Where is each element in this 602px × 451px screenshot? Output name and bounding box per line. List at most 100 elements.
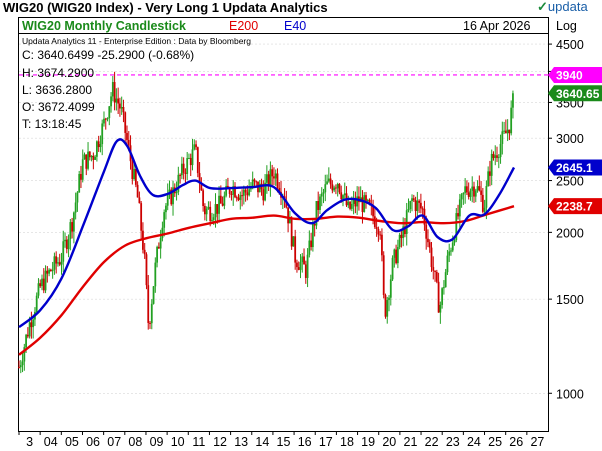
candle-body <box>269 169 272 187</box>
candle-body <box>149 322 151 324</box>
candle-body <box>179 174 182 176</box>
x-tick-label: 11 <box>192 435 205 449</box>
candle-body <box>44 270 47 291</box>
candle-body <box>487 171 490 187</box>
candle-body <box>361 197 364 212</box>
candle-body <box>163 212 166 228</box>
candle-body <box>464 186 467 193</box>
candle-body <box>480 190 482 195</box>
info-low: L: 3636.2800 <box>22 83 92 97</box>
candle-body <box>317 201 320 210</box>
x-tick-label: 25 <box>488 435 502 449</box>
candle-body <box>350 203 353 209</box>
candle-body <box>347 201 350 206</box>
candle-body <box>311 224 314 248</box>
candle-body <box>88 151 91 158</box>
candle-body <box>205 208 208 215</box>
value-tag: 3940 <box>548 66 602 83</box>
candle-body <box>80 173 82 180</box>
candle-body <box>510 107 513 134</box>
candle-body <box>103 118 105 124</box>
candle-body <box>294 236 297 263</box>
candle-body <box>395 249 397 264</box>
candle-body <box>99 144 102 148</box>
candle-body <box>497 157 500 159</box>
candle-body <box>508 129 511 134</box>
x-tick-label: 20 <box>382 435 396 449</box>
x-tick-label: 09 <box>150 435 164 449</box>
candle-body <box>150 303 153 324</box>
candle-body <box>458 199 461 217</box>
x-tick-label: 3 <box>26 435 33 449</box>
y-tick-label: 4500 <box>556 38 584 52</box>
candle-body <box>32 319 35 328</box>
candle-body <box>242 189 245 196</box>
candle-body <box>342 195 344 200</box>
scale-label: Log <box>556 19 577 33</box>
candle-body <box>170 189 173 205</box>
candle-body <box>442 287 445 289</box>
e200-line <box>18 205 515 356</box>
candle-body <box>106 118 109 120</box>
candle-body <box>381 234 383 256</box>
candle-body <box>389 279 392 298</box>
candle-body <box>271 169 274 177</box>
y-tick-label: 1500 <box>556 293 584 307</box>
candle-body <box>111 82 114 97</box>
candle-body <box>248 189 251 196</box>
candle-body <box>354 199 357 207</box>
candle-body <box>432 267 435 271</box>
candle-body <box>191 149 194 166</box>
candle-body <box>244 189 247 193</box>
info-close: C: 3640.6499 -25.2900 (-0.68%) <box>22 48 194 62</box>
candle-body <box>304 264 307 278</box>
candle-body <box>147 285 150 323</box>
candle-body <box>393 249 396 258</box>
candle-body <box>267 174 270 187</box>
candle-body <box>485 186 488 208</box>
candle-body <box>428 242 431 248</box>
candle-body <box>57 262 59 264</box>
candle-body <box>83 154 86 160</box>
candle-body <box>444 272 447 288</box>
candle-body <box>303 256 305 265</box>
candle-body <box>453 240 456 243</box>
candle-body <box>352 199 355 204</box>
candle-body <box>180 163 183 176</box>
candle-body <box>469 190 472 197</box>
candle-body <box>124 112 127 133</box>
candle-body <box>218 195 220 214</box>
chart-name: WIG20 Monthly Candlestick <box>22 19 186 33</box>
candle-body <box>265 174 268 183</box>
candle-body <box>450 250 452 252</box>
candle-body <box>67 238 70 250</box>
candle-body <box>115 98 118 103</box>
y-tick-label: 2500 <box>556 175 584 189</box>
candle-body <box>427 238 429 243</box>
candle-body <box>37 283 40 296</box>
candle-body <box>177 174 180 192</box>
check-icon: ✓ <box>537 0 548 14</box>
candle-body <box>322 192 325 194</box>
candle-body <box>462 192 465 195</box>
chart-header-strip <box>18 17 549 34</box>
y-tick-label: 2000 <box>556 226 584 240</box>
candle-body <box>200 183 203 191</box>
candle-body <box>363 195 366 212</box>
x-tick-label: 04 <box>44 435 58 449</box>
candle-body <box>435 271 438 282</box>
candle-body <box>196 147 199 174</box>
grid-lines <box>19 43 548 394</box>
candle-body <box>448 251 451 256</box>
value-tag-label: 2645.1 <box>556 161 593 175</box>
value-tag-box <box>548 198 602 215</box>
candle-body <box>297 267 300 270</box>
x-tick-label: 18 <box>340 435 354 449</box>
candle-body <box>23 347 26 362</box>
candlestick-chart[interactable]: 10001500200025003000350040004500 3040506… <box>0 16 602 451</box>
candle-body <box>72 212 75 232</box>
x-tick-label: 14 <box>255 435 269 449</box>
candle-body <box>327 178 330 182</box>
candle-body <box>49 269 52 272</box>
candle-body <box>87 151 89 169</box>
